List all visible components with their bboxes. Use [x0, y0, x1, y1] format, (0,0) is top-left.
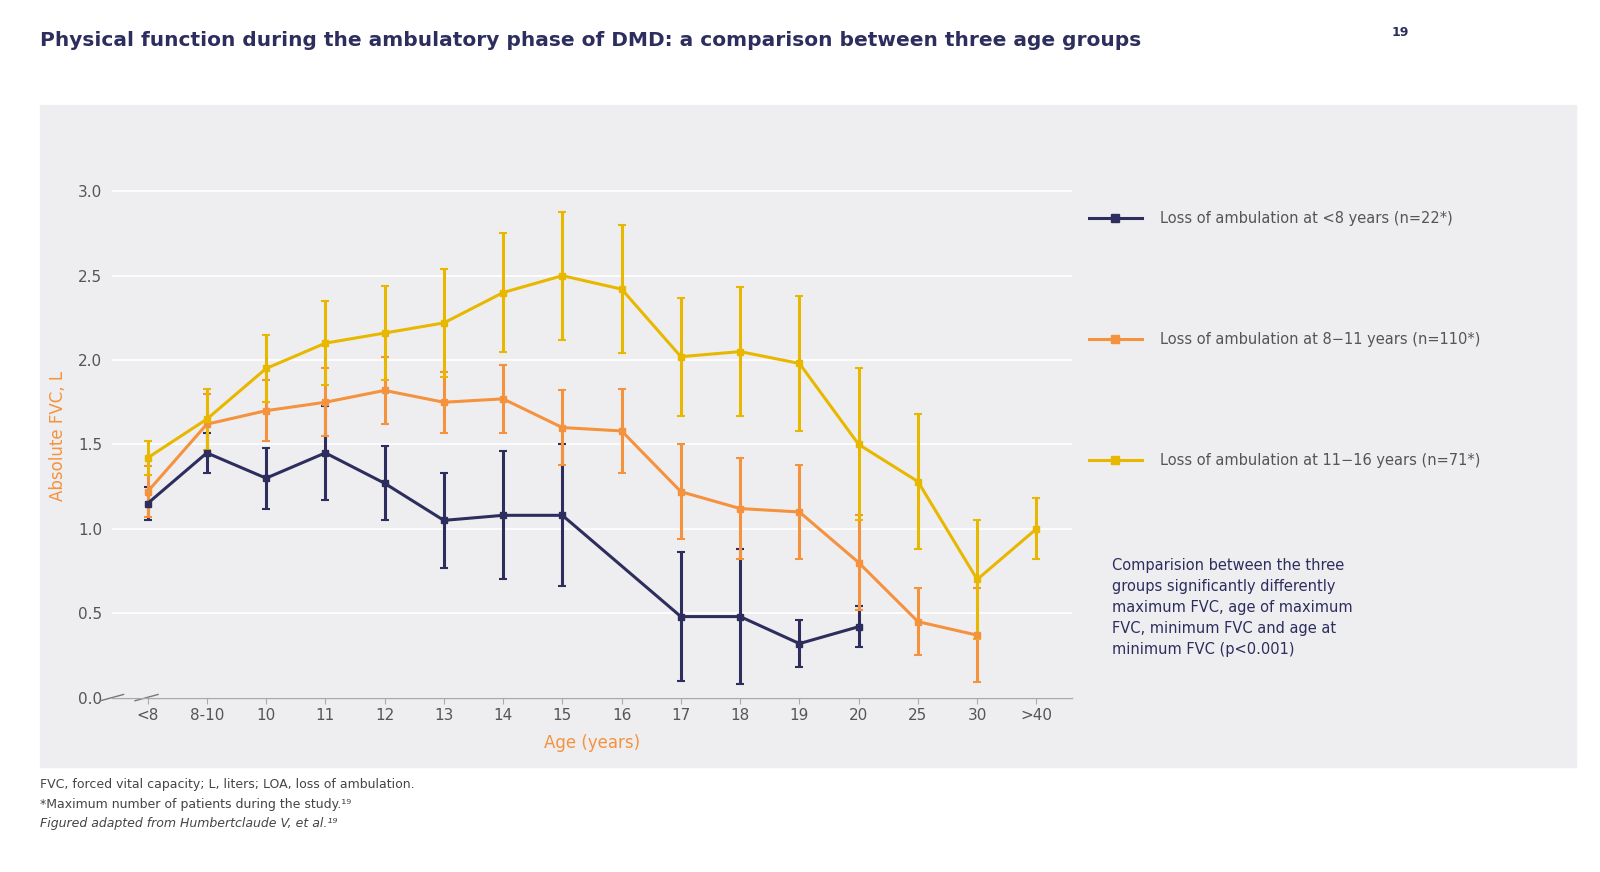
Text: 19: 19 — [1392, 26, 1410, 39]
Text: Comparision between the three
groups significantly differently
maximum FVC, age : Comparision between the three groups sig… — [1112, 558, 1352, 657]
Text: Loss of ambulation at <8 years (n=22*): Loss of ambulation at <8 years (n=22*) — [1160, 211, 1453, 226]
X-axis label: Age (years): Age (years) — [544, 734, 640, 753]
Y-axis label: Absolute FVC, L: Absolute FVC, L — [50, 371, 67, 501]
Text: FVC, forced vital capacity; L, liters; LOA, loss of ambulation.: FVC, forced vital capacity; L, liters; L… — [40, 778, 414, 791]
Text: Figured adapted from Humbertclaude V, et al.¹⁹: Figured adapted from Humbertclaude V, et… — [40, 817, 338, 830]
Text: Loss of ambulation at 11−16 years (n=71*): Loss of ambulation at 11−16 years (n=71*… — [1160, 453, 1480, 467]
Text: *Maximum number of patients during the study.¹⁹: *Maximum number of patients during the s… — [40, 798, 352, 811]
Text: Loss of ambulation at 8−11 years (n=110*): Loss of ambulation at 8−11 years (n=110*… — [1160, 331, 1480, 347]
Text: Physical function during the ambulatory phase of DMD: a comparison between three: Physical function during the ambulatory … — [40, 31, 1141, 50]
